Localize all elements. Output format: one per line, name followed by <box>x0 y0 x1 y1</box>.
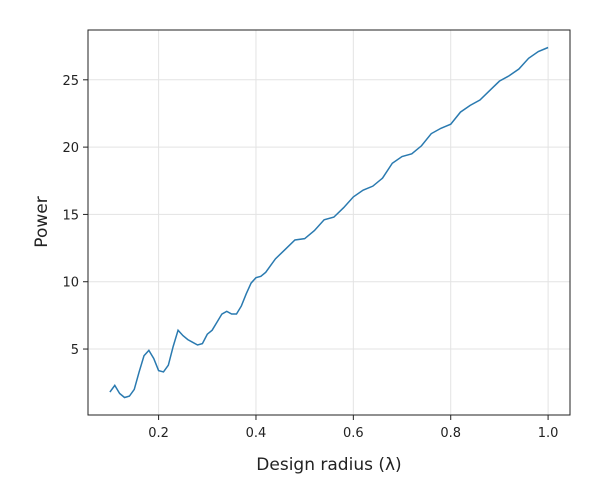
x-tick-label: 0.4 <box>246 426 267 441</box>
y-tick-label: 20 <box>62 141 79 156</box>
y-tick-label: 5 <box>71 343 79 358</box>
y-tick-label: 15 <box>62 208 79 223</box>
y-axis-label: Power <box>32 196 52 247</box>
x-tick-label: 0.6 <box>343 426 364 441</box>
line-series <box>109 46 549 399</box>
x-tick-label: 0.8 <box>440 426 461 441</box>
x-tick-label: 0.2 <box>148 426 169 441</box>
y-tick-label: 10 <box>62 276 79 291</box>
x-axis-label: Design radius (λ) <box>256 455 401 475</box>
y-tick-label: 25 <box>62 74 79 89</box>
plot-frame <box>87 29 571 416</box>
x-tick-label: 1.0 <box>538 426 559 441</box>
